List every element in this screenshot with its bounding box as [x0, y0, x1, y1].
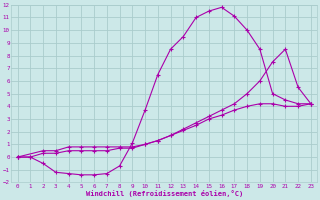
X-axis label: Windchill (Refroidissement éolien,°C): Windchill (Refroidissement éolien,°C) [85, 190, 243, 197]
